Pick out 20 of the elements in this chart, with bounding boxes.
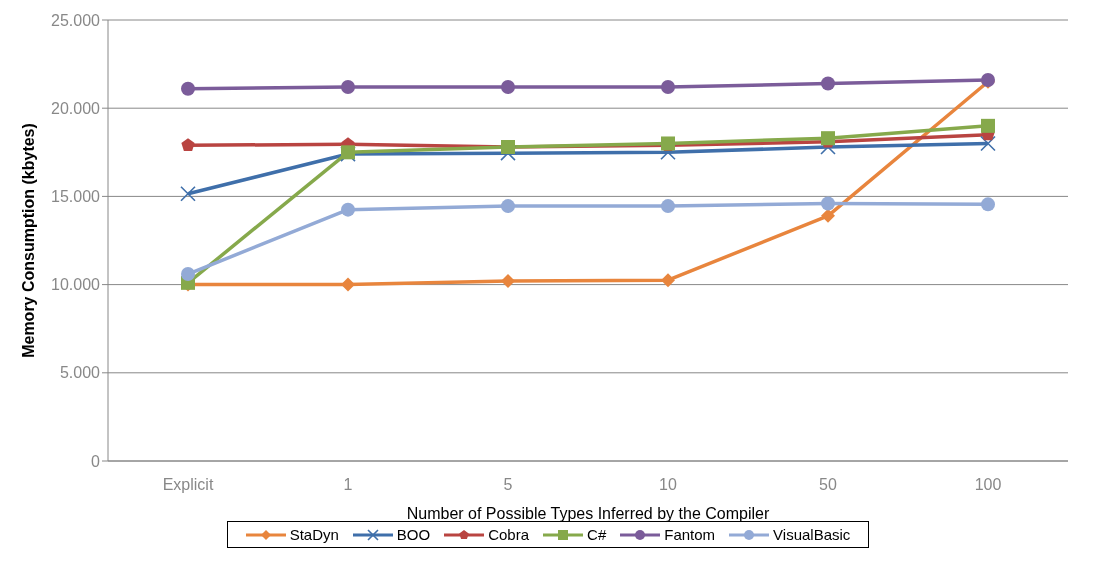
y-tick-label: 20.000	[51, 99, 101, 117]
y-tick-label: 10.000	[51, 276, 101, 294]
legend-label: VisualBasic	[772, 526, 851, 543]
x-tick-label: 1	[343, 476, 353, 494]
y-tick-label: 5.000	[59, 364, 101, 382]
x-axis-title: Number of Possible Types Inferred by the Compiler	[406, 505, 770, 522]
y-axis-title: Memory Consumption (kbytes)	[19, 123, 37, 358]
x-tick-label: 5	[503, 476, 513, 494]
x-tick-label: 100	[974, 476, 1002, 494]
legend-label: Fantom	[663, 526, 716, 543]
x-tick-label: Explicit	[162, 476, 214, 494]
y-tick-label: 15.000	[51, 188, 101, 206]
legend-label: C#	[586, 526, 607, 543]
legend-label: Cobra	[487, 526, 530, 543]
legend-label: BOO	[395, 526, 431, 543]
y-tick-label: 0	[91, 452, 101, 470]
y-tick-label: 25.000	[51, 11, 101, 29]
x-tick-label: 10	[659, 476, 677, 494]
legend-label: StaDyn	[288, 526, 339, 543]
x-tick-label: 50	[819, 476, 837, 494]
